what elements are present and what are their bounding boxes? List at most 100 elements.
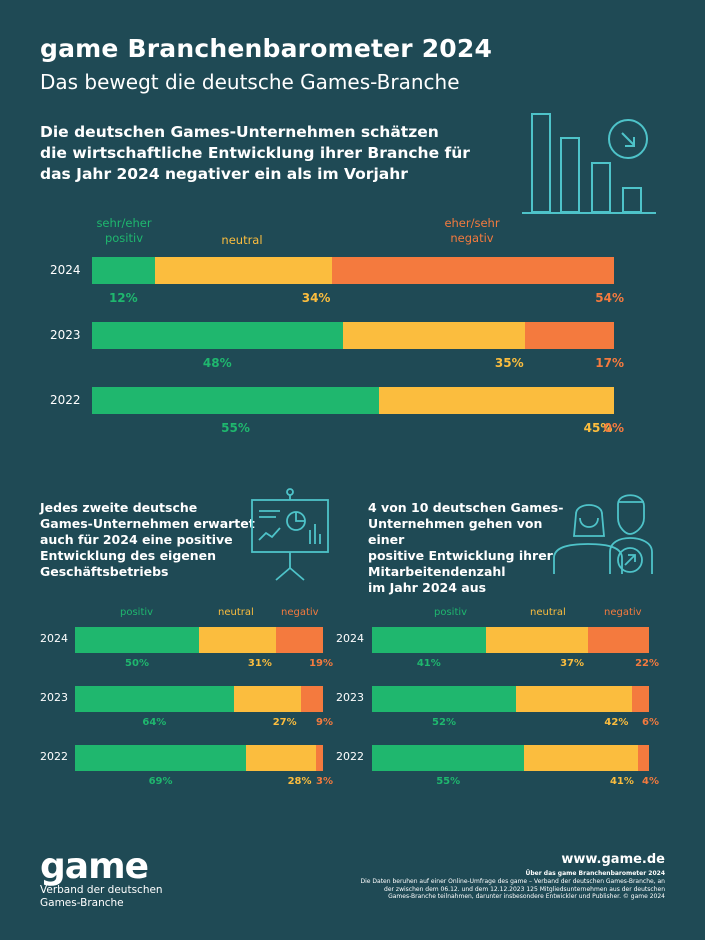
right-legend-negative: negativ [604,607,642,618]
bar-segment-neutral [379,387,614,414]
right-legend-neutral: neutral [530,607,566,618]
logo-sub-line: Verband der deutschen [40,884,163,896]
headline-line: Die deutschen Games-Unternehmen schätzen [40,123,439,141]
headline-line: Mitarbeitendenzahl [368,564,506,579]
legend-line: sehr/eher [96,216,152,230]
right-legend-positive: positiv [434,607,468,618]
value-label-negative: 19% [309,658,333,669]
bar-segment-negative [300,686,323,712]
logo-subtitle: Verband der deutschen Games-Branche [40,884,163,910]
value-label-negative: 6% [642,717,659,728]
value-label-neutral: 42% [604,717,629,728]
bar-segment-negative [315,745,323,771]
year-label: 2024 [336,632,364,645]
bar-segment-negative [637,745,649,771]
bar-segment-negative [275,627,323,653]
headline-line: Unternehmen gehen von einer [368,516,543,547]
value-label-neutral: 34% [301,291,331,305]
value-label-negative: 4% [642,776,659,787]
right-chart-headline: 4 von 10 deutschen Games- Unternehmen ge… [368,500,568,596]
footnote: Die Daten beruhen auf einer Online-Umfra… [335,878,665,901]
value-label-negative: 0% [603,421,624,435]
bar-segment-negative [632,686,649,712]
bar-segment-negative [525,322,614,349]
value-label-positive: 48% [202,356,232,370]
value-label-neutral: 37% [560,658,585,669]
bar-segment-positive [92,322,343,349]
headline-line: Jedes zweite deutsche [40,500,198,515]
headline-line: Entwicklung des eigenen [40,548,217,563]
legend-line: positiv [104,231,144,245]
footnote-line: Games-Branche teilnahmen, darunter insbe… [388,893,665,900]
left-legend-positive: positiv [120,607,154,618]
website-link[interactable]: www.game.de [561,852,665,867]
headline-line: positive Entwicklung ihrer [368,548,553,563]
headline-line: Geschäftsbetriebs [40,564,169,579]
headline-line: Games-Unternehmen erwartet [40,516,255,531]
value-label-positive: 55% [436,776,461,787]
bar-segment-neutral [342,322,526,349]
value-label-neutral: 27% [272,717,297,728]
bar-segment-positive [372,627,486,653]
footnote-line: der zwischen dem 06.12. und dem 12.12.20… [384,885,665,893]
main-chart-headline: Die deutschen Games-Unternehmen schätzen… [40,122,480,185]
bar-segment-neutral [516,686,633,712]
year-label: 2023 [50,327,81,342]
value-label-neutral: 45% [583,421,613,435]
value-label-positive: 52% [432,717,456,728]
legend-line: negativ [450,231,494,245]
game-logo: game [40,846,149,887]
value-label-negative: 22% [635,658,659,669]
bar-chart-down-icon [522,113,656,214]
bar-segment-positive [75,627,199,653]
value-label-neutral: 31% [247,658,272,669]
value-label-negative: 3% [316,776,333,787]
value-label-positive: 69% [148,776,173,787]
bar-segment-neutral [485,627,589,653]
bar-segment-positive [92,257,155,284]
legend-line: eher/sehr [444,216,500,230]
bar-segment-neutral [199,627,276,653]
value-label-negative: 17% [595,356,624,370]
bar-segment-positive [75,686,234,712]
logo-sub-line: Games-Branche [40,897,124,909]
year-label: 2023 [40,691,68,704]
footnote-line: Die Daten beruhen auf einer Online-Umfra… [360,878,665,885]
bar-segment-negative [588,627,649,653]
value-label-neutral: 41% [609,776,634,787]
year-label: 2022 [50,392,81,407]
bar-segment-negative [332,257,614,284]
bar-segment-neutral [246,745,316,771]
value-label-positive: 55% [221,421,250,435]
left-chart-headline: Jedes zweite deutsche Games-Unternehmen … [40,500,270,580]
value-label-neutral: 28% [287,776,312,787]
legend-negative: eher/sehr negativ [432,216,512,246]
employees-growth-icon [553,494,653,574]
legend-neutral: neutral [221,233,263,247]
bar-segment-positive [372,686,517,712]
year-label: 2022 [336,750,364,763]
value-label-positive: 41% [416,658,441,669]
left-legend-neutral: neutral [218,607,254,618]
year-label: 2024 [50,262,81,277]
headline-line: die wirtschaftliche Entwicklung ihrer Br… [40,144,470,162]
page-subtitle: Das bewegt die deutsche Games-Branche [40,70,460,94]
bar-segment-positive [75,745,247,771]
year-label: 2024 [40,632,68,645]
page-title: game Branchenbarometer 2024 [40,34,493,63]
footnote-title: Über das game Branchenbarometer 2024 [525,870,666,877]
headline-line: auch für 2024 eine positive [40,532,233,547]
legend-positive: sehr/eher positiv [84,216,164,246]
headline-line: im Jahr 2024 aus [368,580,487,595]
year-label: 2022 [40,750,68,763]
headline-line: 4 von 10 deutschen Games- [368,500,564,515]
left-legend-negative: negativ [281,607,319,618]
headline-line: das Jahr 2024 negativer ein als im Vorja… [40,165,408,183]
bar-segment-positive [92,387,380,414]
bar-segment-positive [372,745,525,771]
presentation-board-icon [251,488,329,581]
year-label: 2023 [336,691,364,704]
value-label-positive: 50% [125,658,149,669]
bar-segment-neutral [524,745,638,771]
value-label-positive: 64% [142,717,167,728]
